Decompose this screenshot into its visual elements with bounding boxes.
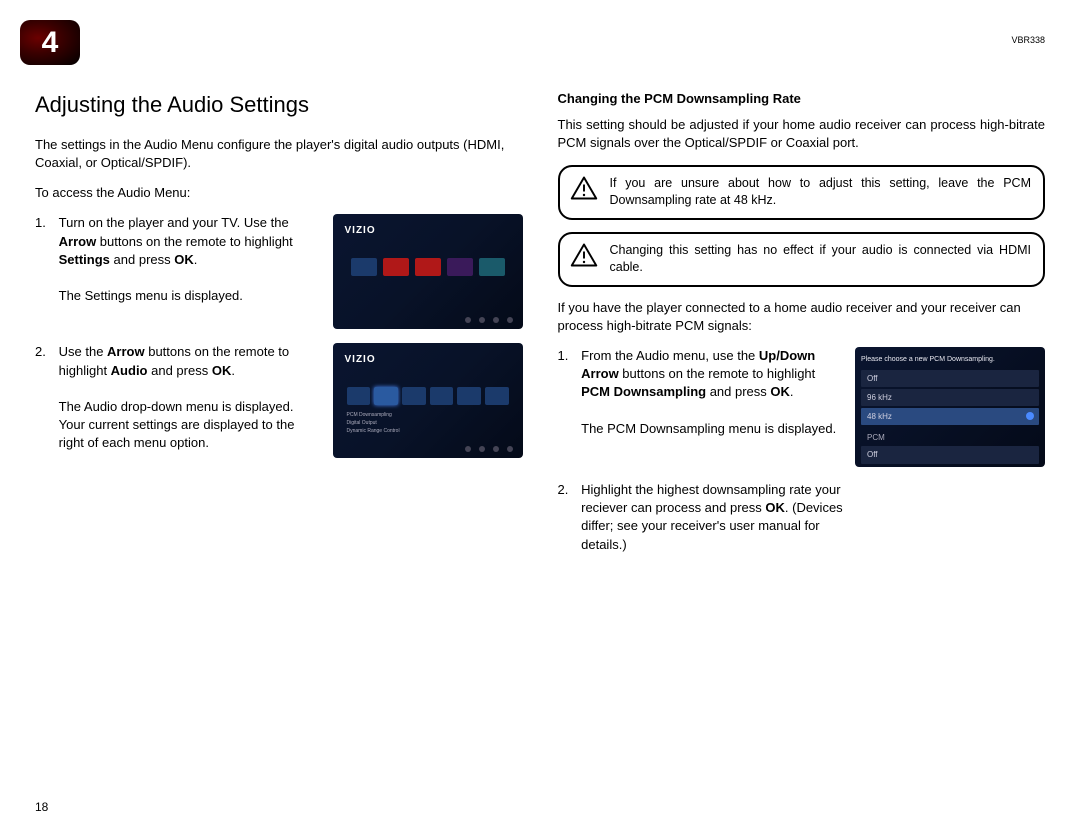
pcm-section-label: PCM bbox=[861, 429, 1039, 446]
step1-arrow: Arrow bbox=[59, 234, 97, 249]
step1-text-g: . bbox=[194, 252, 198, 267]
home-icon bbox=[447, 258, 473, 276]
step2-text-g: . bbox=[231, 363, 235, 378]
step1-settings: Settings bbox=[59, 252, 110, 267]
warning-icon bbox=[570, 242, 598, 268]
step-number: 2. bbox=[35, 343, 55, 361]
audio-icon-row bbox=[347, 387, 509, 405]
vizio-logo: VIZIO bbox=[345, 224, 376, 238]
vizio-logo: VIZIO bbox=[345, 353, 376, 367]
step2-result: The Audio drop-down menu is displayed. Y… bbox=[59, 399, 295, 450]
home-icon bbox=[479, 258, 505, 276]
home-icon bbox=[415, 258, 441, 276]
audio-dropdown-menu: PCM Downsampling Digital Output Dynamic … bbox=[347, 411, 400, 435]
pcm-option-selected: 48 kHz bbox=[861, 408, 1039, 425]
step-2-row: 2. Use the Arrow buttons on the remote t… bbox=[35, 343, 523, 458]
pcm-screenshot: Please choose a new PCM Downsampling. Of… bbox=[855, 347, 1045, 467]
settings-screenshot: VIZIO bbox=[333, 214, 523, 329]
step1-text-c: buttons on the remote to highlight bbox=[96, 234, 293, 249]
rstep1-pcm: PCM Downsampling bbox=[581, 384, 706, 399]
step1-text-a: Turn on the player and your TV. Use the bbox=[59, 215, 289, 230]
step-1-text: 1. Turn on the player and your TV. Use t… bbox=[35, 214, 323, 329]
rstep1-e: and press bbox=[706, 384, 770, 399]
pcm-option: 96 kHz bbox=[861, 389, 1039, 406]
selected-dot-icon bbox=[1026, 412, 1034, 420]
warning-note-1: If you are unsure about how to adjust th… bbox=[558, 165, 1046, 220]
pcm-intro: This setting should be adjusted if your … bbox=[558, 116, 1046, 152]
step1-text-e: and press bbox=[110, 252, 174, 267]
right-step-2-row: 2. Highlight the highest downsampling ra… bbox=[558, 481, 1046, 554]
step2-audio: Audio bbox=[111, 363, 148, 378]
warning-text-1: If you are unsure about how to adjust th… bbox=[610, 175, 1032, 210]
step2-text-e: and press bbox=[148, 363, 212, 378]
step-2-text: 2. Use the Arrow buttons on the remote t… bbox=[35, 343, 323, 458]
audio-icon bbox=[402, 387, 426, 405]
step2-arrow: Arrow bbox=[107, 344, 145, 359]
rstep2-ok: OK bbox=[765, 500, 785, 515]
rstep1-c: buttons on the remote to highlight bbox=[619, 366, 816, 381]
step-number: 2. bbox=[558, 481, 578, 499]
menu-item: Digital Output bbox=[347, 419, 400, 427]
rstep1-ok: OK bbox=[770, 384, 790, 399]
bottom-nav-icons bbox=[465, 446, 513, 452]
step-number: 1. bbox=[35, 214, 55, 232]
right-step-1-row: 1. From the Audio menu, use the Up/Down … bbox=[558, 347, 1046, 467]
menu-item: Dynamic Range Control bbox=[347, 427, 400, 435]
warning-icon bbox=[570, 175, 598, 201]
audio-icon bbox=[485, 387, 509, 405]
step-number: 1. bbox=[558, 347, 578, 365]
menu-item: PCM Downsampling bbox=[347, 411, 400, 419]
home-icon bbox=[383, 258, 409, 276]
rstep1-g: . bbox=[790, 384, 794, 399]
step1-result: The Settings menu is displayed. bbox=[59, 288, 243, 303]
rstep1-result: The PCM Downsampling menu is displayed. bbox=[581, 421, 836, 436]
right-step-1-text: 1. From the Audio menu, use the Up/Down … bbox=[558, 347, 846, 467]
left-column: Adjusting the Audio Settings The setting… bbox=[35, 90, 523, 568]
model-number: VBR338 bbox=[1011, 35, 1045, 45]
home-icon bbox=[351, 258, 377, 276]
step2-text-a: Use the bbox=[59, 344, 107, 359]
section-title: Adjusting the Audio Settings bbox=[35, 90, 523, 121]
step2-ok: OK bbox=[212, 363, 232, 378]
access-line: To access the Audio Menu: bbox=[35, 184, 523, 202]
warning-note-2: Changing this setting has no effect if y… bbox=[558, 232, 1046, 287]
content-columns: Adjusting the Audio Settings The setting… bbox=[35, 90, 1045, 568]
pcm-dialog-title: Please choose a new PCM Downsampling. bbox=[861, 355, 1039, 365]
pcm-option: Off bbox=[861, 446, 1039, 463]
audio-screenshot: VIZIO PCM Downsampling Digital Output Dy… bbox=[333, 343, 523, 458]
pcm-option: Off bbox=[861, 370, 1039, 387]
chapter-badge: 4 bbox=[20, 20, 80, 65]
pcm-para2: If you have the player connected to a ho… bbox=[558, 299, 1046, 335]
page-number: 18 bbox=[35, 800, 48, 814]
warning-text-2: Changing this setting has no effect if y… bbox=[610, 242, 1032, 277]
right-step-2-text: 2. Highlight the highest downsampling ra… bbox=[558, 481, 1046, 554]
rstep1-a: From the Audio menu, use the bbox=[581, 348, 759, 363]
step-1-row: 1. Turn on the player and your TV. Use t… bbox=[35, 214, 523, 329]
bottom-nav-icons bbox=[465, 317, 513, 323]
audio-icon-selected bbox=[374, 387, 398, 405]
pcm-option-label: 48 kHz bbox=[867, 412, 892, 421]
audio-icon bbox=[430, 387, 454, 405]
intro-paragraph: The settings in the Audio Menu configure… bbox=[35, 136, 523, 172]
audio-icon bbox=[347, 387, 371, 405]
home-icon-row bbox=[333, 258, 523, 276]
step1-ok: OK bbox=[174, 252, 194, 267]
right-column: Changing the PCM Downsampling Rate This … bbox=[558, 90, 1046, 568]
audio-icon bbox=[457, 387, 481, 405]
pcm-subhead: Changing the PCM Downsampling Rate bbox=[558, 90, 1046, 108]
